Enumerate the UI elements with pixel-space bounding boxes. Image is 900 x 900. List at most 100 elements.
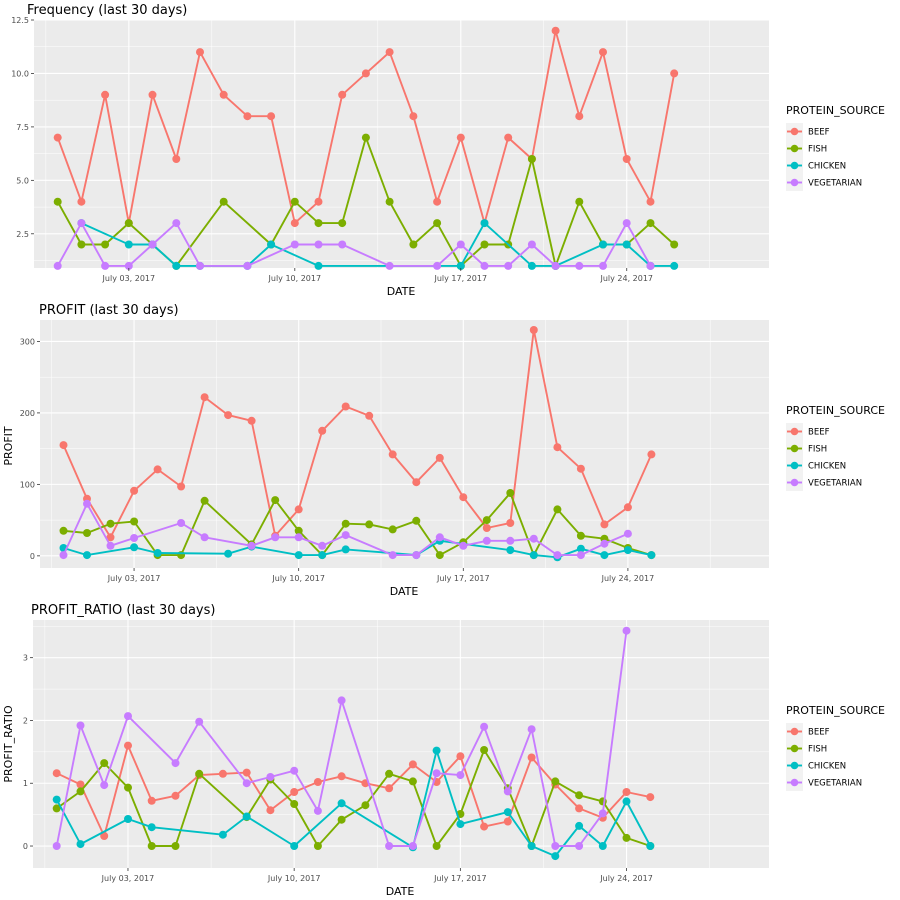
data-point-fish [124,783,132,792]
data-point-vegetarian [59,551,68,560]
y-axis-ticks: 2.5 5.0 7.5 10.0 12.5 [11,16,34,239]
data-point-fish [412,516,421,525]
data-point-beef [575,112,584,121]
data-point-beef [318,426,327,435]
data-point-beef [623,503,632,512]
data-point-fish [409,240,418,249]
data-point-beef [247,416,256,425]
series-vegetarian [53,219,655,270]
data-point-chicken [575,821,584,830]
minor-gridlines [33,620,769,868]
chart-title: PROFIT_RATIO (last 30 days) [31,603,215,618]
data-point-vegetarian [623,529,632,538]
data-point-vegetarian [388,551,397,560]
data-point-vegetarian [337,696,346,705]
data-point-vegetarian [130,534,139,542]
data-point-fish [480,746,489,754]
data-point-beef [266,806,275,815]
data-point-chicken [76,840,85,849]
data-point-chicken [432,746,441,755]
legend-label: CHICKEN [808,762,846,772]
data-point-fish [646,219,655,228]
legend-key-point [790,427,799,436]
data-point-chicken [551,852,560,861]
data-point-fish [576,531,585,540]
legend-title: PROTEIN_SOURCE [786,404,885,417]
x-tick-label: July 10, 2017 [267,874,321,883]
chart-title: Frequency (last 30 days) [27,3,187,18]
data-point-beef [53,133,62,142]
series-beef [52,741,655,840]
data-point-fish [294,526,303,535]
legend-item-chicken: CHICKEN [786,757,846,774]
data-point-vegetarian [290,766,299,775]
data-point-vegetarian [646,261,655,270]
data-point-beef [646,197,655,206]
legend-label: FISH [808,445,827,455]
data-point-beef [200,393,209,402]
data-point-fish [59,526,68,535]
data-point-fish [147,842,156,850]
data-point-vegetarian [598,809,607,818]
data-point-fish [195,769,204,778]
data-point-chicken [314,261,323,270]
data-point-fish [433,219,442,228]
data-point-vegetarian [271,533,280,542]
data-point-vegetarian [599,261,607,270]
x-axis-ticks: July 03, 2017 July 10, 2017 July 17, 2017 J… [102,268,653,283]
data-point-fish [388,525,397,534]
data-point-beef [503,817,512,826]
data-point-fish [361,133,370,142]
data-point-vegetarian [243,261,252,270]
data-point-chicken [147,823,156,832]
x-tick-label: July 10, 2017 [271,574,325,583]
data-point-beef [456,133,465,142]
data-point-beef [196,48,204,57]
data-point-fish [432,842,441,850]
legend-item-fish: FISH [786,140,827,157]
data-point-vegetarian [101,261,110,270]
legend-key-point [790,778,799,787]
frequency-chart: Frequency (last 30 days) 2.5 5.0 7.5 10.0 12… [11,3,885,298]
legend-label: VEGETARIAN [808,179,862,189]
legend-item-vegetarian: VEGETARIAN [786,774,862,791]
data-point-vegetarian [200,533,209,542]
data-point-beef [456,752,465,761]
data-point-beef [553,443,562,452]
data-point-chicken [529,551,538,560]
data-point-beef [599,48,607,57]
data-point-beef [172,155,181,163]
series-layer [59,326,656,562]
data-point-chicken [456,820,465,829]
y-tick-label: 5.0 [16,176,29,185]
data-point-beef [171,791,180,800]
data-point-vegetarian [433,261,442,270]
series-line-vegetarian [56,222,652,267]
data-point-chicken [527,261,536,270]
legend-key-point [790,478,799,487]
data-point-beef [622,155,631,163]
data-point-chicken [646,842,655,850]
data-point-beef [506,519,515,527]
data-point-fish [106,519,115,528]
data-point-beef [290,219,299,228]
chart-title: PROFIT (last 30 days) [39,303,179,318]
legend-item-chicken: CHICKEN [786,457,846,474]
data-point-vegetarian [177,519,186,527]
data-point-beef [294,505,303,514]
y-tick-label: 3 [23,654,28,663]
x-axis-title: DATE [390,585,419,598]
data-point-vegetarian [385,261,394,270]
legend-item-vegetarian: VEGETARIAN [786,174,862,191]
data-point-beef [341,402,350,411]
minor-gridlines [34,20,769,268]
legend: PROTEIN_SOURCE BEEF FISH CHICKEN VEGETARIAN [786,104,885,191]
legend-item-beef: BEEF [786,423,830,440]
data-point-beef [504,133,513,142]
legend-label: BEEF [808,128,830,138]
legend-items: BEEF FISH CHICKEN VEGETARIAN [786,423,862,491]
series-layer [52,626,655,861]
y-tick-label: 200 [20,409,35,418]
data-point-beef [59,441,68,450]
data-point-fish [130,517,139,526]
